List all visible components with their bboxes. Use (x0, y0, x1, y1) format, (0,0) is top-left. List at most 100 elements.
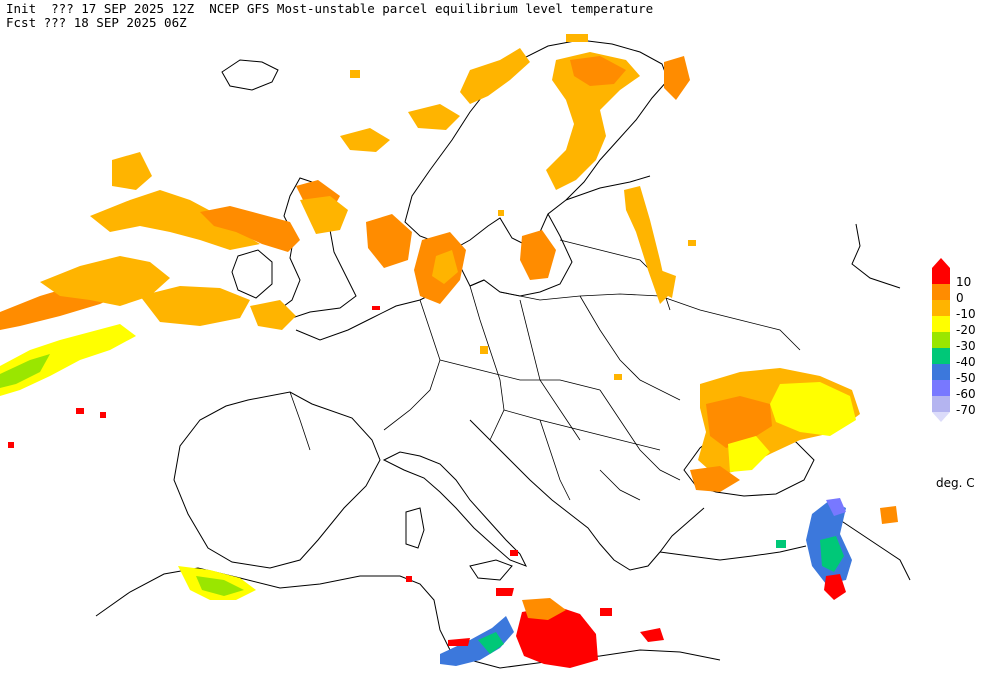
field-minus10 (340, 128, 390, 152)
colorbar-tick-label: 10 (956, 275, 972, 289)
field-10 (824, 574, 846, 600)
border-line (539, 419, 571, 501)
field-minus30 (0, 354, 50, 388)
field-10 (600, 608, 612, 616)
ireland-coast (231, 249, 273, 299)
field-minus20 (770, 382, 856, 436)
field-10 (516, 606, 598, 668)
colorbar-swatch (932, 396, 950, 412)
middle-east-fields (776, 498, 898, 600)
border-line (383, 299, 441, 431)
colorbar-tick-label: 0 (956, 291, 964, 305)
field-10 (496, 588, 514, 596)
field-minus10 (250, 300, 296, 330)
field-minus50 (440, 616, 514, 666)
field-0 (366, 214, 412, 268)
field-minus10 (566, 34, 588, 42)
field-0 (520, 230, 556, 280)
mediterranean-fields (178, 566, 664, 668)
field-minus10 (624, 186, 668, 304)
field-minus10 (40, 256, 170, 306)
country-borders (289, 239, 801, 501)
field-0 (690, 466, 740, 492)
border-line (289, 391, 311, 451)
field-0 (200, 206, 300, 252)
field-0 (706, 396, 772, 448)
caspian-coast (851, 223, 901, 289)
border-line (469, 285, 505, 441)
field-minus40 (776, 540, 786, 548)
colorbar-swatch (932, 364, 950, 380)
colorbar-top-arrow (932, 258, 950, 268)
field-10 (8, 442, 14, 448)
field-minus10 (688, 240, 696, 246)
border-line (519, 299, 581, 441)
colorbar-swatch (932, 300, 950, 316)
colorbar-swatch (932, 316, 950, 332)
field-minus30 (196, 576, 244, 596)
east-coast (839, 519, 911, 581)
field-minus10 (140, 286, 250, 326)
field-minus10 (480, 346, 488, 354)
field-minus10 (432, 250, 458, 284)
field-10 (640, 628, 664, 642)
field-minus10 (614, 374, 622, 380)
colorbar-swatch (932, 284, 950, 300)
field-0 (570, 56, 626, 86)
border-line (579, 295, 681, 401)
colorbar (932, 258, 950, 422)
turkey-coast (659, 545, 807, 561)
field-10 (406, 576, 412, 582)
border-line (599, 469, 641, 501)
field-10 (100, 412, 106, 418)
ukraine-russia-fields (660, 270, 860, 492)
isolated-cells (8, 34, 696, 582)
colorbar-tick-label: -70 (956, 403, 976, 417)
field-minus10 (90, 190, 260, 250)
border-line (439, 359, 601, 391)
colorbar-tick-label: -50 (956, 371, 976, 385)
field-minus10 (546, 52, 640, 190)
sicily-coast (469, 559, 513, 581)
colorbar-bottom-arrow (932, 412, 950, 422)
colorbar-tick-label: -60 (956, 387, 976, 401)
border-line (659, 295, 801, 351)
ocean-north-fields (90, 104, 460, 268)
field-minus10 (660, 270, 676, 298)
field-minus40 (478, 632, 504, 654)
border-line (599, 389, 681, 481)
field-10 (372, 306, 380, 310)
colorbar-tick-label: -10 (956, 307, 976, 321)
finland-fields (460, 48, 690, 304)
units-label: deg. C (936, 476, 975, 490)
colorbar-swatch (932, 380, 950, 396)
baltic-coast (469, 213, 573, 297)
colorbar-swatch (932, 348, 950, 364)
field-minus10 (460, 48, 530, 104)
europe-map (0, 34, 911, 669)
balkans-coast (469, 419, 705, 571)
field-minus10 (112, 152, 152, 190)
field-minus20 (0, 324, 136, 396)
border-line (503, 409, 661, 451)
colorbar-tick-label: -30 (956, 339, 976, 353)
colorbar-tick-label: -20 (956, 323, 976, 337)
colorbar-swatch (932, 332, 950, 348)
iberia-coast (173, 391, 381, 569)
colorbar-tick-label: -40 (956, 355, 976, 369)
field-0 (664, 56, 690, 100)
field-0 (522, 598, 566, 620)
field-10 (510, 550, 518, 556)
field-10 (448, 638, 470, 646)
atlantic-west-fields (0, 256, 296, 396)
field-10 (76, 408, 84, 414)
colorbar-swatch (932, 268, 950, 284)
forecast-line: Fcst ??? 18 SEP 2025 06Z (6, 15, 187, 30)
field-minus10 (350, 70, 360, 78)
italy-coast (382, 451, 528, 567)
denmark-baltic-fields (414, 230, 556, 304)
field-0 (880, 506, 898, 524)
finland-coast (565, 175, 651, 201)
sardinia-coast (405, 507, 425, 549)
iceland-coast (221, 59, 279, 91)
